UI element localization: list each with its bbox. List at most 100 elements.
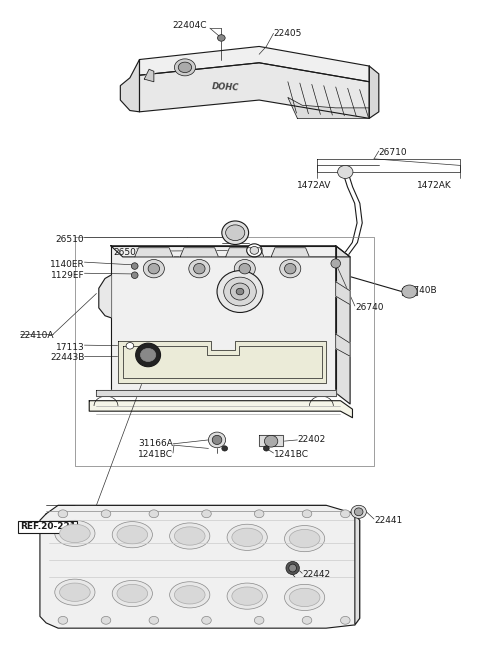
Ellipse shape [285, 584, 324, 610]
Ellipse shape [247, 244, 262, 257]
Ellipse shape [402, 285, 417, 298]
Ellipse shape [117, 584, 148, 603]
Text: REF.20-221: REF.20-221 [20, 522, 76, 531]
Ellipse shape [224, 277, 256, 306]
Polygon shape [40, 505, 360, 628]
Ellipse shape [227, 524, 267, 550]
Ellipse shape [340, 510, 350, 517]
Polygon shape [336, 334, 350, 356]
Text: 1241BC: 1241BC [274, 450, 309, 458]
Polygon shape [180, 248, 218, 257]
Ellipse shape [236, 288, 244, 295]
Ellipse shape [254, 510, 264, 517]
Ellipse shape [264, 436, 278, 447]
Ellipse shape [222, 221, 249, 244]
Ellipse shape [285, 525, 324, 552]
Ellipse shape [351, 505, 366, 518]
Text: 22404C: 22404C [172, 21, 206, 30]
Text: 1129EF: 1129EF [51, 271, 84, 280]
Polygon shape [226, 248, 264, 257]
Ellipse shape [217, 35, 225, 41]
Ellipse shape [132, 272, 138, 278]
Ellipse shape [60, 583, 90, 601]
Ellipse shape [227, 583, 267, 609]
Ellipse shape [289, 564, 297, 572]
Ellipse shape [149, 510, 158, 517]
Polygon shape [402, 288, 417, 295]
Ellipse shape [174, 527, 205, 545]
Polygon shape [336, 282, 350, 305]
Polygon shape [111, 246, 336, 393]
Ellipse shape [169, 523, 210, 549]
Ellipse shape [148, 263, 159, 274]
Text: 22441: 22441 [374, 516, 402, 525]
Ellipse shape [60, 524, 90, 542]
Polygon shape [355, 514, 360, 625]
Ellipse shape [193, 263, 205, 274]
Ellipse shape [202, 616, 211, 624]
Ellipse shape [337, 166, 353, 178]
Ellipse shape [285, 263, 296, 274]
Ellipse shape [136, 343, 160, 367]
Ellipse shape [55, 520, 95, 546]
Ellipse shape [302, 616, 312, 624]
Polygon shape [89, 401, 352, 418]
Ellipse shape [254, 616, 264, 624]
Ellipse shape [144, 259, 164, 278]
Ellipse shape [174, 586, 205, 604]
Ellipse shape [331, 259, 340, 268]
Ellipse shape [239, 263, 251, 274]
Polygon shape [111, 246, 350, 257]
Ellipse shape [117, 525, 148, 544]
Text: 1472AV: 1472AV [298, 181, 332, 189]
Ellipse shape [126, 343, 134, 349]
Text: 1140ER: 1140ER [50, 259, 84, 269]
Ellipse shape [212, 436, 222, 445]
Ellipse shape [286, 561, 300, 574]
Ellipse shape [58, 616, 68, 624]
Ellipse shape [250, 246, 259, 254]
Ellipse shape [222, 446, 228, 451]
Text: 26502: 26502 [113, 248, 142, 257]
Polygon shape [99, 275, 111, 318]
Text: 22443B: 22443B [50, 353, 84, 362]
Ellipse shape [178, 62, 192, 73]
Text: 26740: 26740 [355, 303, 384, 312]
Text: 1241BC: 1241BC [138, 450, 173, 458]
Polygon shape [288, 98, 369, 119]
Polygon shape [120, 60, 140, 112]
Text: 22402: 22402 [298, 436, 326, 445]
Text: 1472AK: 1472AK [417, 181, 452, 189]
Ellipse shape [169, 582, 210, 608]
Ellipse shape [230, 283, 250, 300]
Polygon shape [140, 63, 369, 119]
Ellipse shape [174, 59, 195, 76]
Polygon shape [96, 390, 336, 396]
Polygon shape [118, 341, 326, 383]
Ellipse shape [354, 508, 363, 515]
Ellipse shape [208, 432, 226, 448]
Ellipse shape [280, 259, 301, 278]
Polygon shape [369, 66, 379, 119]
Text: 22405: 22405 [274, 29, 302, 38]
Polygon shape [144, 69, 154, 82]
Ellipse shape [289, 588, 320, 607]
Ellipse shape [101, 616, 111, 624]
Ellipse shape [189, 259, 210, 278]
Ellipse shape [234, 259, 255, 278]
Polygon shape [259, 436, 283, 447]
Ellipse shape [55, 579, 95, 605]
Polygon shape [135, 248, 173, 257]
Ellipse shape [141, 348, 156, 362]
Text: 22442: 22442 [302, 570, 330, 579]
Ellipse shape [232, 528, 263, 546]
Text: 26710: 26710 [379, 148, 408, 157]
Ellipse shape [217, 271, 263, 312]
Ellipse shape [58, 510, 68, 517]
Text: DOHC: DOHC [212, 82, 240, 92]
Text: 26740B: 26740B [403, 286, 437, 295]
Polygon shape [336, 246, 350, 404]
Text: 26510: 26510 [56, 234, 84, 244]
Text: 31166A: 31166A [138, 440, 173, 448]
Polygon shape [271, 248, 310, 257]
